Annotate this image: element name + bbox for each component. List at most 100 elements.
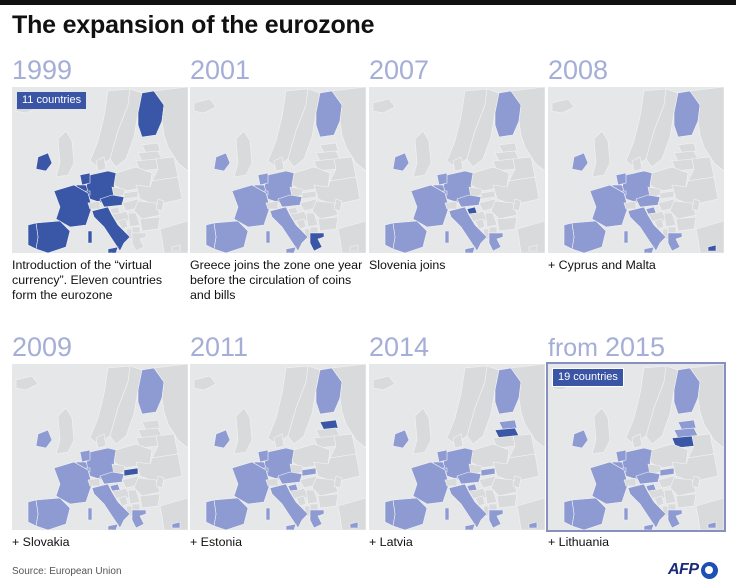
- country-austria: [99, 471, 125, 485]
- year-prefix: from: [548, 334, 605, 362]
- country-uk: [55, 130, 75, 178]
- country-bosnia: [295, 218, 307, 230]
- country-ireland: [392, 429, 410, 449]
- country-bosnia: [117, 218, 129, 230]
- country-moldova: [691, 475, 701, 489]
- panel-2015: from 2015 19 countries + Lithuania: [546, 332, 726, 572]
- country-moldova: [333, 475, 343, 489]
- country-denmark: [631, 433, 643, 449]
- top-rule: [0, 0, 736, 5]
- panel-caption: + Estonia: [190, 535, 243, 549]
- country-sardinia: [623, 507, 629, 521]
- country-netherlands: [436, 449, 448, 463]
- country-sicily: [107, 523, 119, 530]
- country-uk: [233, 130, 253, 178]
- country-cyprus: [349, 521, 359, 529]
- country-austria: [277, 471, 303, 485]
- country-netherlands: [615, 172, 627, 186]
- country-sardinia: [444, 507, 450, 521]
- source-note: Source: European Union: [12, 566, 122, 577]
- panel-2001: 2001 Greece joins the zone one year befor…: [190, 55, 366, 302]
- map-svg: [190, 87, 366, 253]
- country-bosnia: [474, 218, 486, 230]
- country-greece: [667, 509, 683, 529]
- country-austria: [635, 471, 661, 485]
- country-count-badge: 19 countries: [552, 368, 624, 387]
- panel-caption: + Lithuania: [548, 535, 609, 549]
- year-label: 2009: [12, 332, 72, 362]
- country-sicily: [643, 246, 655, 253]
- country-italy: [91, 206, 131, 252]
- country-bosnia: [653, 218, 665, 230]
- country-sicily: [464, 523, 476, 530]
- country-sardinia: [265, 507, 271, 521]
- country-greece: [488, 509, 504, 529]
- country-cyprus: [349, 244, 359, 252]
- country-sicily: [285, 523, 297, 530]
- country-austria: [277, 194, 303, 208]
- country-turkey: [695, 497, 724, 530]
- country-france: [231, 461, 271, 505]
- country-austria: [456, 194, 482, 208]
- country-serbia: [663, 489, 677, 505]
- country-italy: [269, 206, 309, 252]
- country-netherlands: [79, 449, 91, 463]
- country-france: [589, 461, 629, 505]
- country-france: [410, 184, 450, 228]
- country-cyprus: [528, 521, 538, 529]
- country-turkey: [516, 220, 545, 253]
- year-value: 2014: [369, 332, 430, 362]
- country-estonia: [319, 419, 339, 431]
- year-value: 2007: [369, 55, 430, 85]
- country-estonia: [677, 142, 697, 154]
- country-sicily: [107, 246, 119, 253]
- country-portugal: [205, 499, 217, 527]
- country-iceland: [193, 375, 217, 391]
- country-portugal: [384, 222, 396, 250]
- country-russia: [510, 87, 545, 172]
- country-netherlands: [615, 449, 627, 463]
- panel-caption: + Latvia: [369, 535, 413, 549]
- year-value: 2001: [190, 55, 251, 85]
- country-ireland: [35, 429, 53, 449]
- country-portugal: [384, 499, 396, 527]
- country-ukraine: [671, 453, 719, 483]
- country-serbia: [127, 212, 141, 228]
- europe-map: [369, 87, 545, 253]
- country-macedonia: [667, 226, 677, 234]
- country-russia: [153, 87, 188, 172]
- country-greece: [131, 509, 147, 529]
- country-bosnia: [653, 495, 665, 507]
- country-serbia: [484, 212, 498, 228]
- country-macedonia: [309, 226, 319, 234]
- country-austria: [635, 194, 661, 208]
- panel-caption: Greece joins the zone one year before th…: [190, 258, 363, 302]
- map-svg: [12, 364, 188, 530]
- country-sardinia: [87, 507, 93, 521]
- country-iceland: [372, 375, 396, 391]
- country-turkey: [159, 497, 188, 530]
- year-value: 2011: [190, 332, 249, 362]
- country-italy: [269, 483, 309, 529]
- country-macedonia: [488, 226, 498, 234]
- country-ireland: [213, 429, 231, 449]
- country-russia: [510, 364, 545, 449]
- country-moldova: [155, 198, 165, 212]
- country-romania: [490, 477, 518, 497]
- country-uk: [233, 407, 253, 455]
- year-value: 1999: [12, 55, 73, 85]
- country-moldova: [691, 198, 701, 212]
- country-moldova: [155, 475, 165, 489]
- country-romania: [133, 200, 161, 220]
- panel-2009: 2009 + Slovakia: [12, 332, 188, 572]
- country-serbia: [484, 489, 498, 505]
- map-svg: [369, 87, 545, 253]
- country-cyprus: [528, 244, 538, 252]
- map-svg: [12, 87, 188, 253]
- country-ukraine: [135, 453, 183, 483]
- country-macedonia: [667, 503, 677, 511]
- country-netherlands: [79, 172, 91, 186]
- map-svg: [369, 364, 545, 530]
- country-denmark: [452, 156, 464, 172]
- country-serbia: [305, 212, 319, 228]
